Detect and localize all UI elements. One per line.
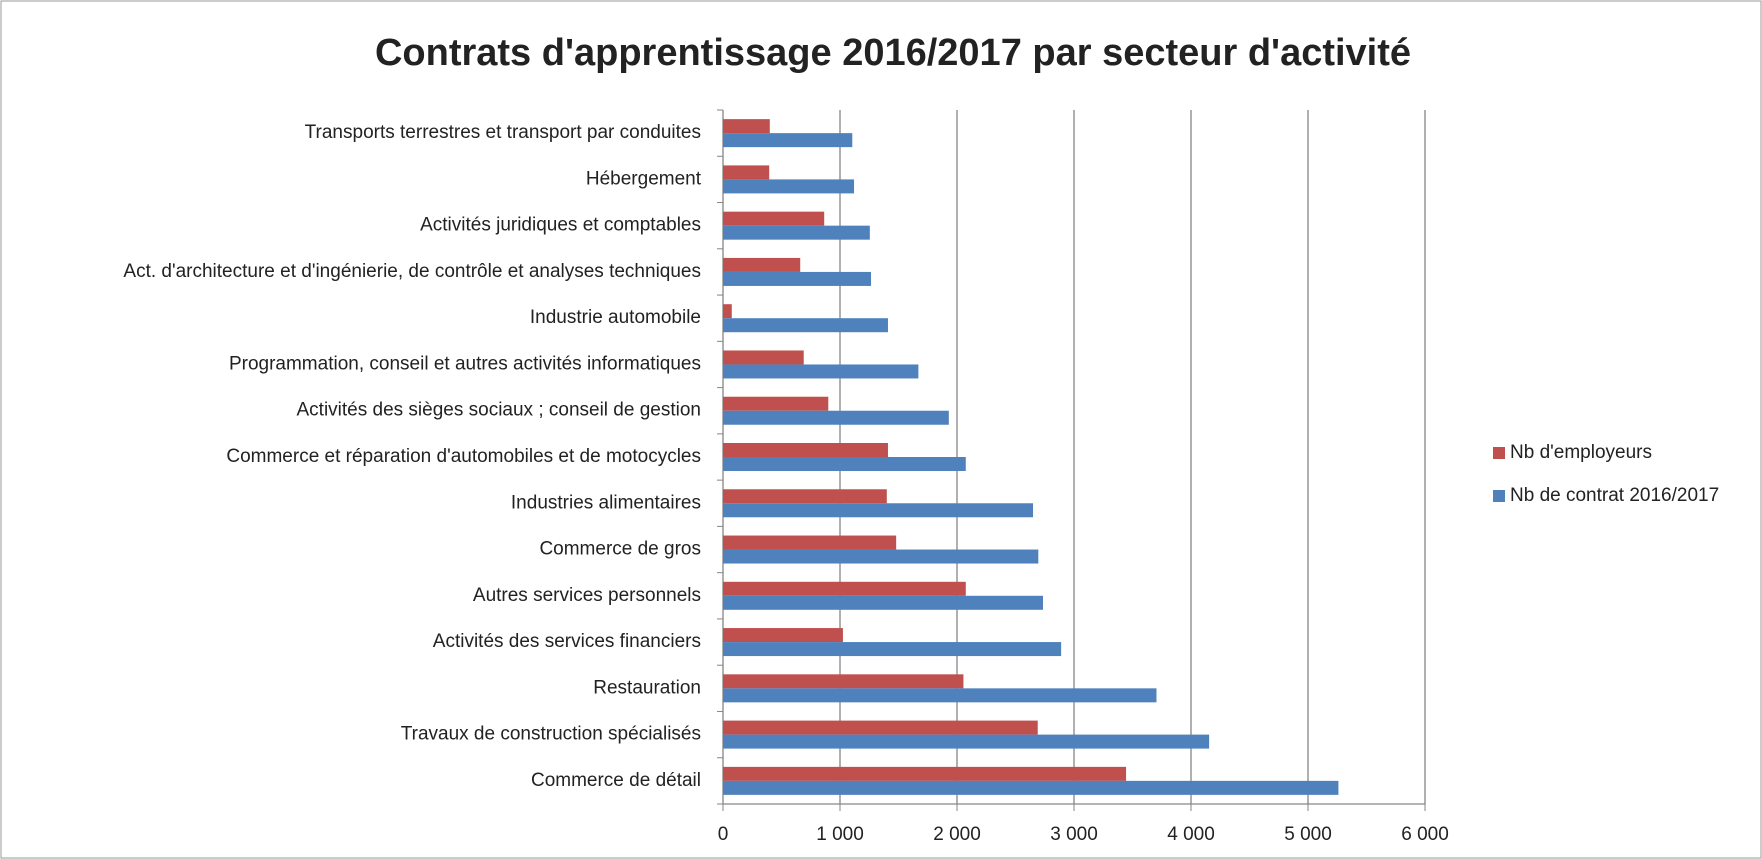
y-tick-label: Activités juridiques et comptables: [420, 215, 701, 236]
y-tick-label: Transports terrestres et transport par c…: [305, 122, 701, 143]
bar: [723, 318, 888, 333]
bar: [723, 780, 1339, 795]
y-tick-label: Restauration: [593, 677, 701, 698]
bar: [723, 257, 801, 272]
bar: [723, 628, 843, 643]
x-tick-label: 3 000: [1050, 824, 1098, 845]
bar: [723, 133, 853, 148]
bar: [723, 225, 870, 240]
bar: [723, 119, 770, 134]
bar: [723, 350, 804, 365]
bar: [723, 503, 1034, 518]
y-tick-label: Programmation, conseil et autres activit…: [229, 353, 701, 374]
legend-label: Nb d'employeurs: [1510, 442, 1652, 463]
bar: [723, 642, 1062, 657]
bar: [723, 179, 855, 194]
bar: [723, 766, 1127, 781]
y-tick-label: Commerce et réparation d'automobiles et …: [226, 446, 701, 467]
bar: [723, 304, 732, 319]
bar: [723, 688, 1157, 703]
y-tick-label: Hébergement: [586, 168, 702, 189]
y-tick-label: Commerce de détail: [531, 770, 701, 791]
bar: [723, 489, 887, 504]
bar: [723, 674, 964, 689]
bar: [723, 734, 1210, 749]
bar: [723, 549, 1039, 564]
bar: [723, 720, 1038, 735]
bar: [723, 581, 966, 596]
bar: [723, 457, 966, 471]
bar: [723, 271, 872, 286]
y-tick-label: Industries alimentaires: [511, 492, 701, 513]
bar: [723, 410, 949, 425]
x-tick-label: 2 000: [933, 824, 981, 845]
bar: [723, 443, 888, 457]
y-tick-label: Autres services personnels: [473, 585, 701, 606]
legend-label: Nb de contrat 2016/2017: [1510, 485, 1719, 506]
x-tick-label: 0: [718, 824, 729, 845]
y-tick-label: Commerce de gros: [539, 539, 701, 560]
bar: [723, 396, 829, 411]
legend-swatch: [1493, 447, 1505, 459]
bar: [723, 364, 919, 379]
y-tick-label: Travaux de construction spécialisés: [401, 724, 701, 745]
bar: [723, 165, 770, 180]
y-tick-label: Act. d'architecture et d'ingénierie, de …: [123, 261, 701, 282]
bar: [723, 595, 1043, 610]
chart-title: Contrats d'apprentissage 2016/2017 par s…: [375, 32, 1411, 74]
x-tick-label: 5 000: [1284, 824, 1332, 845]
x-tick-label: 6 000: [1401, 824, 1449, 845]
x-tick-label: 1 000: [816, 824, 864, 845]
y-tick-label: Activités des sièges sociaux ; conseil d…: [297, 400, 702, 421]
legend-swatch: [1493, 490, 1505, 502]
y-tick-label: Industrie automobile: [530, 307, 701, 328]
x-tick-label: 4 000: [1167, 824, 1215, 845]
bar: [723, 535, 897, 550]
y-tick-label: Activités des services financiers: [433, 631, 701, 652]
bar: [723, 211, 825, 226]
